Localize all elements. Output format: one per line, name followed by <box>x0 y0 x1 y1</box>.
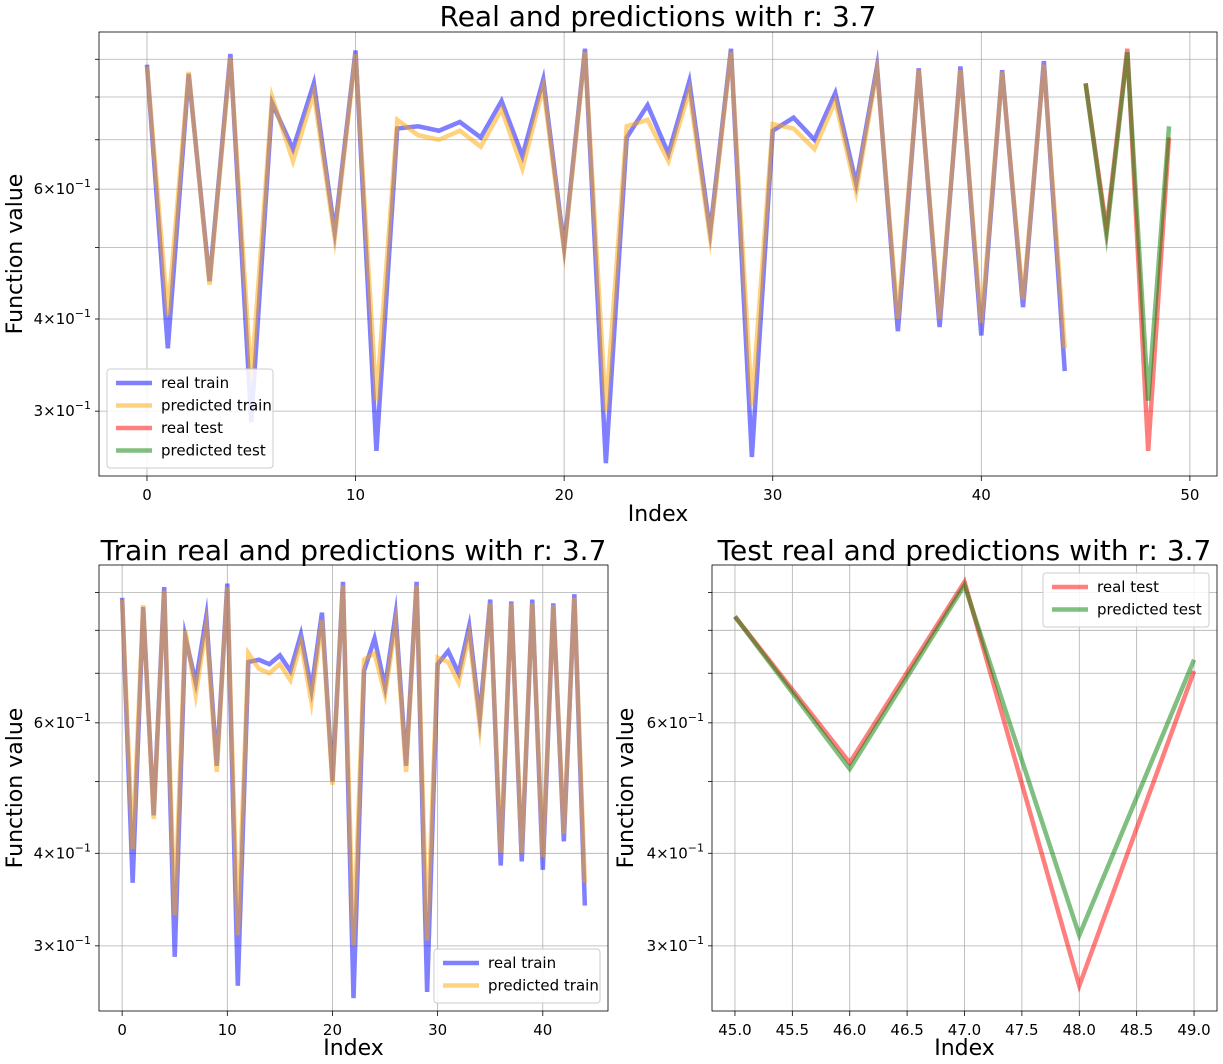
y-tick-label: 4×10−1 <box>647 841 704 862</box>
y-tick-exponent: −1 <box>688 841 704 854</box>
legend-box <box>106 368 274 469</box>
series-line-pred-test <box>733 580 1197 942</box>
y-tick-exponent: −1 <box>75 711 91 724</box>
x-tick-label: 30 <box>428 1021 447 1039</box>
chart-title: Test real and predictions with r: 3.7 <box>717 534 1212 567</box>
chart-title: Train real and predictions with r: 3.7 <box>100 534 607 567</box>
legend: real train predicted train real test predic… <box>106 368 274 469</box>
x-tick-label: 45.0 <box>718 1021 751 1039</box>
y-tick-exponent: −1 <box>75 934 91 947</box>
x-grid: 0 10 20 30 40 <box>117 565 552 1039</box>
x-tick-label: 49.0 <box>1177 1021 1210 1039</box>
y-tick-base: 4×10 <box>647 844 688 862</box>
x-tick-label: 10 <box>346 486 365 504</box>
y-tick-label: 6×10−1 <box>34 177 91 198</box>
y-grid <box>708 591 1217 947</box>
x-grid: 0 10 20 30 40 50 <box>142 32 1199 504</box>
legend: real test predicted test <box>1042 572 1210 628</box>
x-axis-label: Index <box>628 502 689 527</box>
y-axis-label: Function value <box>614 708 639 869</box>
y-axis-label: Function value <box>3 708 28 869</box>
axes-frame <box>98 564 609 1012</box>
y-tick-exponent: −1 <box>75 307 91 320</box>
y-tick-label: 6×10−1 <box>34 711 91 732</box>
x-axis-label: Index <box>323 1036 384 1061</box>
y-tick-base: 6×10 <box>34 180 75 198</box>
x-tick-label: 45.5 <box>776 1021 809 1039</box>
x-tick-label: 46.0 <box>833 1021 866 1039</box>
y-tick-base: 4×10 <box>34 310 75 328</box>
legend-label: real test <box>161 419 223 437</box>
x-tick-label: 20 <box>555 486 574 504</box>
y-tick-label: 3×10−1 <box>34 399 91 420</box>
legend-label: real test <box>1097 578 1159 596</box>
y-tick-exponent: −1 <box>688 711 704 724</box>
x-tick-label: 47.5 <box>1005 1021 1038 1039</box>
y-tick-label: 3×10−1 <box>34 934 91 955</box>
x-tick-label: 10 <box>218 1021 237 1039</box>
y-tick-label: 6×10−1 <box>647 711 704 732</box>
x-tick-label: 46.5 <box>890 1021 923 1039</box>
x-grid: 45.0 45.5 46.0 46.5 47.0 47.5 48.0 48.5 49.0 <box>718 565 1211 1039</box>
legend-label: predicted train <box>488 977 599 995</box>
axes-frame <box>98 31 1218 477</box>
y-tick-base: 3×10 <box>647 937 688 955</box>
x-tick-label: 50 <box>1180 486 1199 504</box>
y-tick-label: 4×10−1 <box>34 841 91 862</box>
legend-label: predicted test <box>161 442 266 460</box>
x-tick-label: 47.0 <box>948 1021 981 1039</box>
legend-label: predicted train <box>161 397 272 415</box>
x-tick-label: 40 <box>533 1021 552 1039</box>
x-tick-label: 48.0 <box>1063 1021 1096 1039</box>
legend-label: predicted test <box>1097 601 1202 619</box>
series-line-pred-train <box>144 51 1067 412</box>
x-axis-label: Index <box>934 1036 995 1061</box>
y-tick-label: 3×10−1 <box>647 934 704 955</box>
series-line-pred-test <box>1083 51 1172 401</box>
y-tick-exponent: −1 <box>75 841 91 854</box>
y-tick-base: 4×10 <box>34 844 75 862</box>
series-line-pred-train <box>119 585 588 946</box>
x-tick-label: 40 <box>972 486 991 504</box>
y-tick-base: 3×10 <box>34 937 75 955</box>
legend-label: real train <box>488 954 556 972</box>
y-tick-base: 6×10 <box>647 714 688 732</box>
y-tick-exponent: −1 <box>688 934 704 947</box>
axes-frame <box>711 564 1218 1012</box>
x-tick-label: 48.5 <box>1120 1021 1153 1039</box>
x-tick-label: 0 <box>117 1021 127 1039</box>
y-tick-base: 3×10 <box>34 402 75 420</box>
series-line-real-test <box>1083 48 1172 452</box>
x-tick-label: 0 <box>142 486 152 504</box>
chart-test: 45.0 45.5 46.0 46.5 47.0 47.5 48.0 48.5 49.0 3×10… <box>614 534 1218 1061</box>
x-tick-label: 30 <box>763 486 782 504</box>
y-axis-label: Function value <box>3 174 28 335</box>
legend: real train predicted train <box>433 948 601 1004</box>
chart-title: Real and predictions with r: 3.7 <box>440 0 877 33</box>
y-tick-label: 4×10−1 <box>34 307 91 328</box>
y-tick-exponent: −1 <box>75 177 91 190</box>
legend-label: real train <box>161 374 229 392</box>
y-tick-base: 6×10 <box>34 714 75 732</box>
x-tick-label: 20 <box>323 1021 342 1039</box>
y-tick-exponent: −1 <box>75 399 91 412</box>
